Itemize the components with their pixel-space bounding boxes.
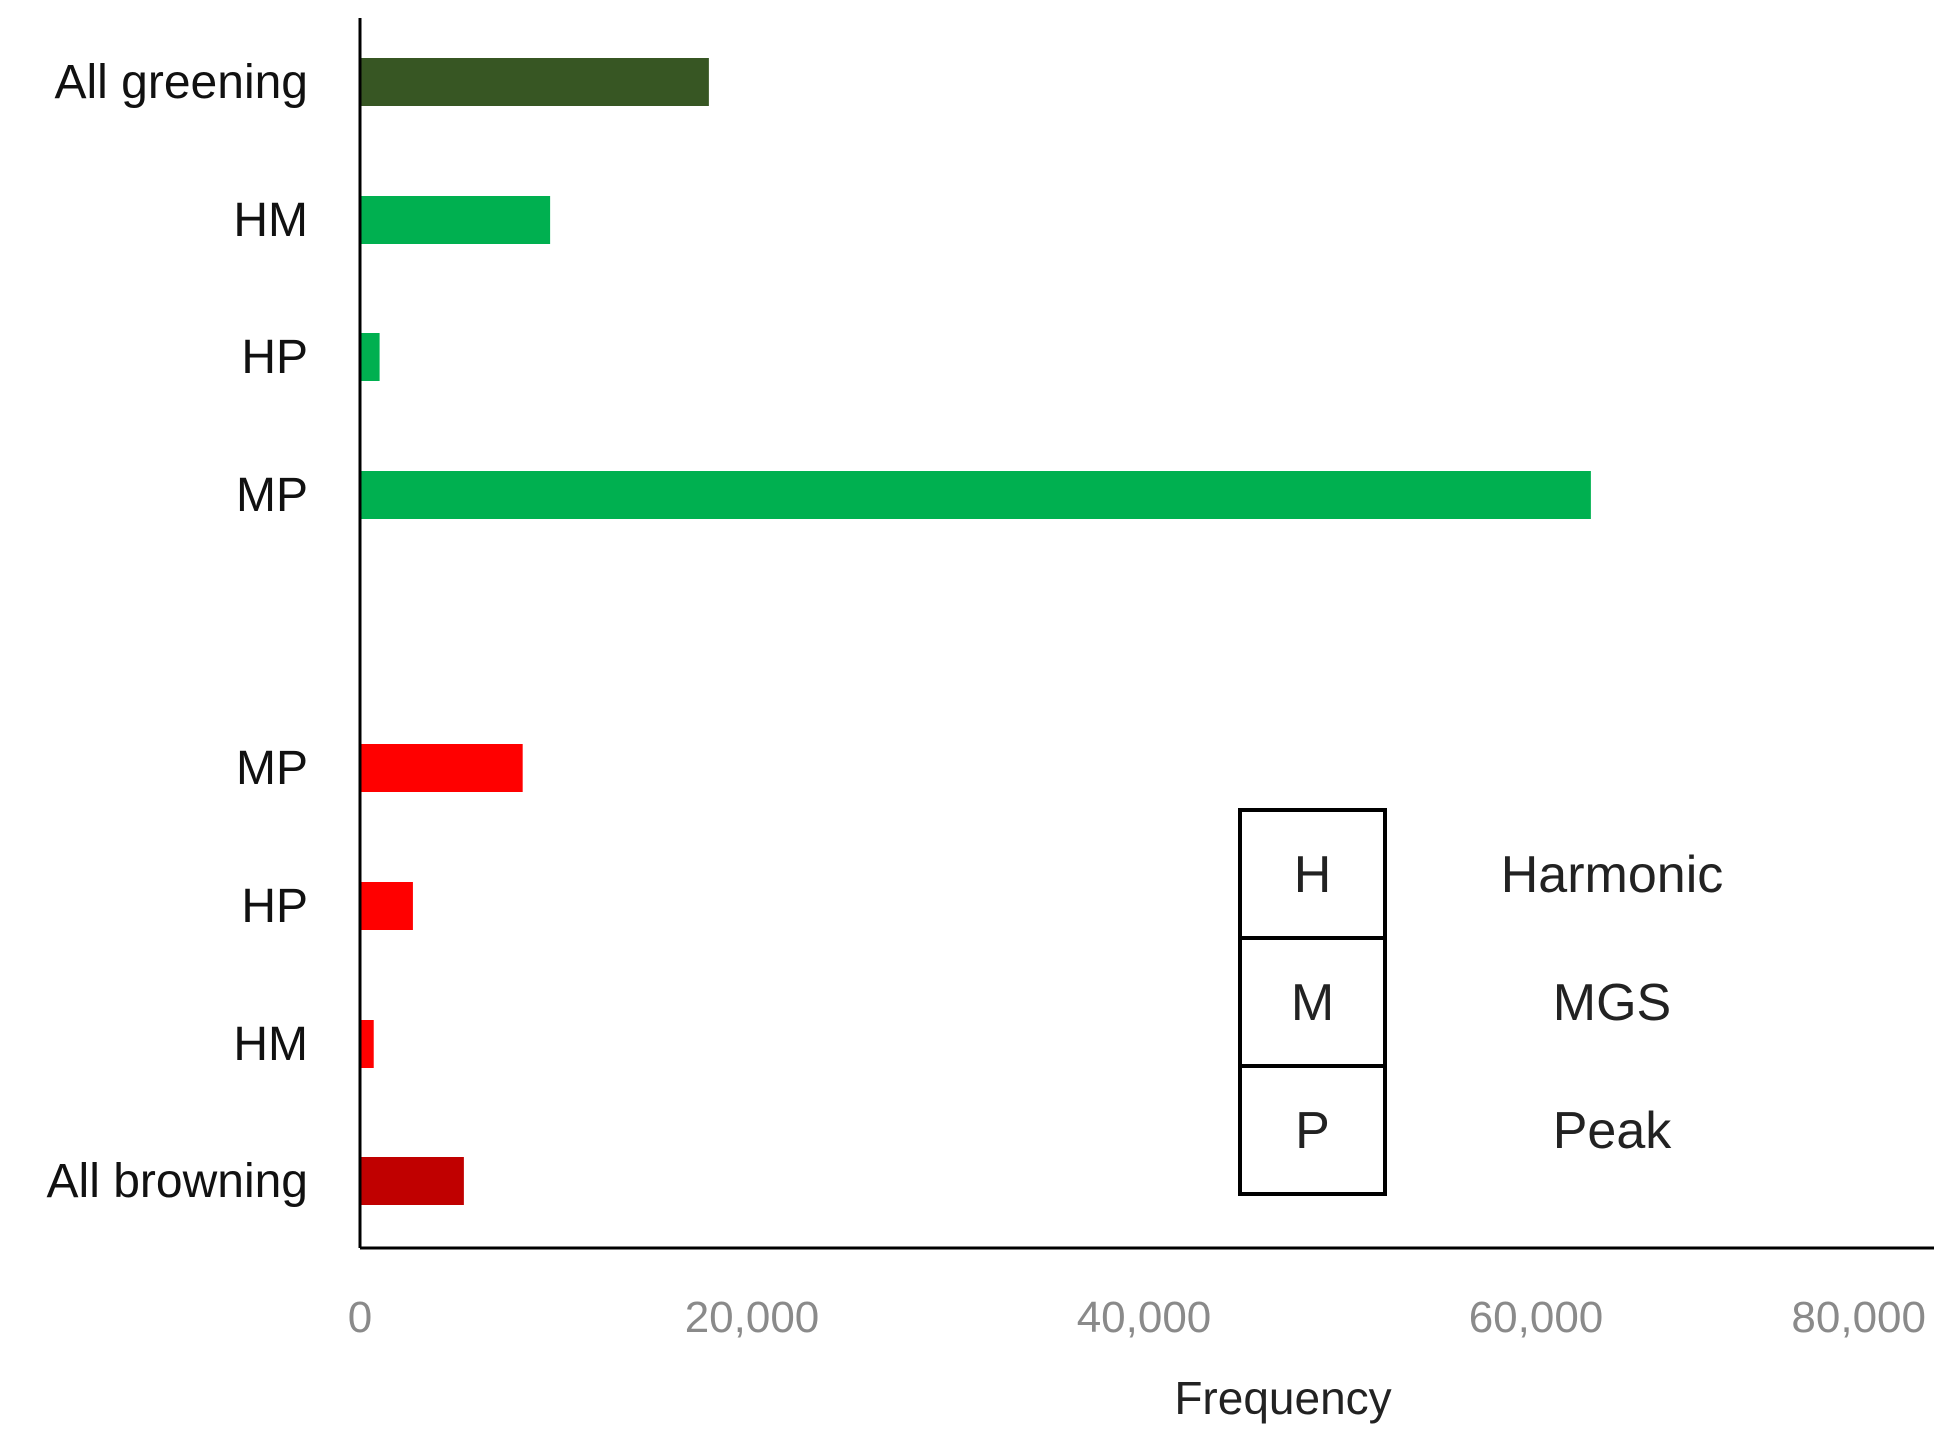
bar-hm-1: [360, 196, 551, 244]
category-label-6: HM: [233, 1018, 308, 1071]
legend: H Harmonic M MGS P Peak: [1238, 808, 1724, 1196]
x-tick-label-1: 20,000: [685, 1293, 820, 1342]
bar-all-greening-0: [360, 58, 709, 106]
bar-all-browning-7: [360, 1157, 464, 1205]
legend-label-1: MGS: [1553, 974, 1671, 1032]
x-tick-label-4: 80,000: [1791, 1293, 1926, 1342]
x-axis-title: Frequency: [1174, 1372, 1391, 1424]
category-label-7: All browning: [47, 1155, 308, 1208]
category-label-1: HM: [233, 194, 308, 247]
x-tick-labels: 0 20,000 40,000 60,000 80,000: [348, 1293, 1926, 1342]
category-label-4: MP: [236, 742, 308, 795]
x-tick-label-2: 40,000: [1077, 1293, 1212, 1342]
bar-mp-4: [360, 744, 523, 792]
category-label-2: HP: [241, 331, 308, 384]
legend-cell-2: [1238, 1064, 1387, 1196]
x-tick-label-3: 60,000: [1469, 1293, 1604, 1342]
legend-label-0: Harmonic: [1501, 846, 1724, 904]
legend-key-0: H: [1294, 846, 1332, 904]
category-label-3: MP: [236, 469, 308, 522]
bar-hm-6: [360, 1020, 374, 1068]
category-label-5: HP: [241, 880, 308, 933]
category-label-0: All greening: [55, 56, 309, 109]
x-tick-label-0: 0: [348, 1293, 372, 1342]
category-labels: All greening HM HP MP MP HP HM All browning: [47, 56, 308, 1208]
bars-layer: [360, 58, 1591, 1205]
legend-label-2: Peak: [1553, 1102, 1673, 1160]
bar-hp-5: [360, 882, 413, 930]
bar-hp-2: [360, 333, 380, 381]
legend-key-2: P: [1295, 1102, 1330, 1160]
bar-mp-3: [360, 471, 1591, 519]
legend-key-1: M: [1291, 974, 1334, 1032]
